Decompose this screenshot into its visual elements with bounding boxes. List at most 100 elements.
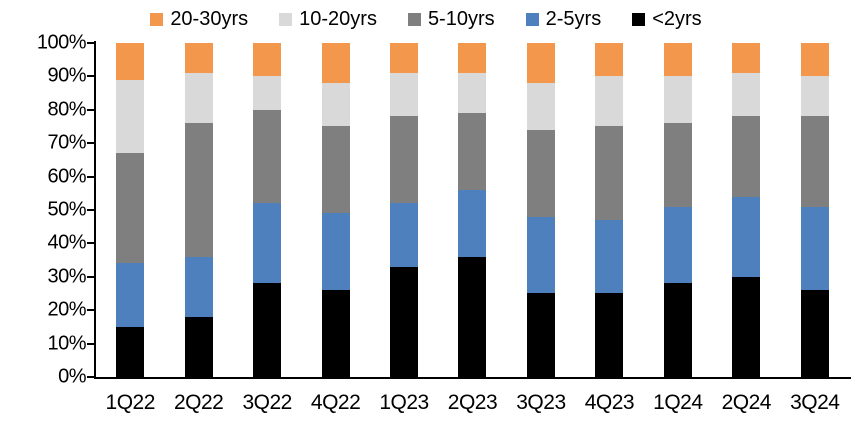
- bar-segment-5-10yrs-4Q23: [595, 126, 624, 220]
- y-tick-label-100%: 100%: [36, 31, 87, 54]
- bar-segment-5-10yrs-2Q22: [184, 123, 213, 257]
- bar-segment-5-10yrs-1Q22: [116, 153, 145, 264]
- stacked-bar-2Q23: [458, 43, 487, 377]
- bar-slot-3Q24: [781, 43, 849, 377]
- stacked-bar-3Q23: [526, 43, 555, 377]
- bar-segment-2-5yrs-2Q23: [458, 189, 487, 257]
- plot-area: [96, 43, 849, 377]
- bar-slot-3Q22: [233, 43, 301, 377]
- bar-slot-4Q22: [301, 43, 369, 377]
- bar-segment-20-30yrs-1Q23: [390, 43, 419, 74]
- stacked-bar-2Q22: [184, 43, 213, 377]
- y-tick-label-30%: 30%: [47, 265, 86, 288]
- bar-segment-20-30yrs-4Q22: [321, 43, 350, 84]
- bar-segment-<2yrs-3Q23: [526, 293, 555, 377]
- bar-segment-2-5yrs-2Q24: [732, 196, 761, 277]
- bar-segment-10-20yrs-2Q22: [184, 73, 213, 124]
- x-axis-line: [94, 377, 851, 379]
- legend-swatch-20-30yrs-icon: [150, 12, 164, 26]
- bar-segment-<2yrs-3Q22: [253, 283, 282, 377]
- y-tick-60%: [87, 175, 94, 178]
- bar-segment-20-30yrs-4Q23: [595, 43, 624, 77]
- bar-segment-5-10yrs-4Q22: [321, 126, 350, 214]
- legend-item-2-5yrs: 2-5yrs: [525, 7, 601, 31]
- bar-slot-1Q22: [96, 43, 164, 377]
- bar-segment-5-10yrs-1Q24: [663, 123, 692, 207]
- legend-label-20-30yrs: 20-30yrs: [170, 8, 249, 30]
- bar-segment-10-20yrs-2Q24: [732, 73, 761, 117]
- x-tick-label-3Q23: 3Q23: [516, 391, 566, 414]
- bar-slot-2Q23: [438, 43, 506, 377]
- stacked-bar-4Q23: [595, 43, 624, 377]
- bar-slot-1Q24: [644, 43, 712, 377]
- x-tick-label-2Q23: 2Q23: [447, 391, 498, 414]
- bar-segment-10-20yrs-1Q23: [390, 73, 419, 117]
- bar-slot-3Q23: [507, 43, 575, 377]
- x-axis-labels: 1Q22 2Q22 3Q22 4Q22 1Q23 2Q23 3Q23 4Q23 1Q24 2Q24…: [96, 391, 849, 415]
- bar-segment-10-20yrs-3Q22: [253, 76, 282, 110]
- y-tick-label-70%: 70%: [47, 131, 86, 154]
- x-tick-label-2Q24: 2Q24: [721, 391, 772, 414]
- bar-segment-5-10yrs-3Q22: [253, 109, 282, 204]
- y-tick-90%: [87, 75, 94, 78]
- y-tick-40%: [87, 242, 94, 245]
- chart-legend: 20-30yrs 10-20yrs 5-10yrs 2-5yrs <2yrs: [0, 7, 852, 31]
- legend-swatch-2-5yrs-icon: [525, 12, 539, 26]
- bar-segment-2-5yrs-3Q23: [526, 216, 555, 294]
- y-tick-label-40%: 40%: [47, 231, 86, 254]
- x-tick-label-1Q23: 1Q23: [379, 391, 429, 414]
- bar-segment-10-20yrs-1Q22: [116, 79, 145, 154]
- bar-segment-10-20yrs-2Q23: [458, 73, 487, 114]
- bar-segment-<2yrs-1Q23: [390, 266, 419, 377]
- y-tick-50%: [87, 209, 94, 211]
- bar-segment-2-5yrs-3Q22: [253, 203, 282, 284]
- bar-segment-20-30yrs-3Q24: [800, 43, 829, 77]
- x-tick-label-4Q23: 4Q23: [584, 391, 635, 414]
- y-tick-100%: [87, 42, 94, 44]
- bar-segment-5-10yrs-1Q23: [390, 116, 419, 204]
- bar-segment-10-20yrs-1Q24: [663, 76, 692, 124]
- x-tick-label-2Q22: 2Q22: [173, 391, 224, 414]
- y-tick-label-90%: 90%: [47, 64, 86, 87]
- bar-segment-2-5yrs-1Q22: [116, 263, 145, 327]
- stacked-bar-1Q24: [663, 43, 692, 377]
- y-tick-label-50%: 50%: [47, 198, 86, 221]
- bar-segment-2-5yrs-2Q22: [184, 256, 213, 317]
- y-tick-0%: [87, 376, 94, 378]
- y-tick-20%: [87, 309, 94, 312]
- x-tick-label-1Q22: 1Q22: [105, 391, 156, 414]
- y-tick-label-0%: 0%: [58, 365, 86, 388]
- legend-item-20-30yrs: 20-30yrs: [150, 7, 248, 31]
- legend-label-under2yrs: <2yrs: [652, 8, 702, 30]
- bar-slot-1Q23: [370, 43, 438, 377]
- x-tick-label-4Q22: 4Q22: [310, 391, 361, 414]
- bar-slot-2Q24: [712, 43, 780, 377]
- y-tick-30%: [87, 275, 94, 278]
- bar-segment-<2yrs-2Q24: [732, 276, 761, 377]
- legend-swatch-10-20yrs-icon: [279, 12, 293, 26]
- bar-segment-<2yrs-2Q22: [184, 316, 213, 377]
- x-tick-label-1Q24: 1Q24: [653, 391, 703, 414]
- bar-segment-2-5yrs-4Q23: [595, 220, 624, 294]
- legend-label-5-10yrs: 5-10yrs: [427, 8, 495, 30]
- bar-slot-4Q23: [575, 43, 643, 377]
- stacked-bar-1Q22: [116, 43, 145, 377]
- bar-segment-2-5yrs-3Q24: [800, 206, 829, 291]
- y-tick-80%: [87, 108, 94, 111]
- bar-slot-2Q22: [164, 43, 232, 377]
- bar-segment-20-30yrs-3Q22: [253, 43, 282, 77]
- bar-segment-<2yrs-2Q23: [458, 256, 487, 377]
- x-tick-label-3Q24: 3Q24: [790, 391, 840, 414]
- bar-segment-10-20yrs-4Q23: [595, 76, 624, 127]
- bar-segment-20-30yrs-2Q24: [732, 43, 761, 74]
- bar-segment-<2yrs-4Q22: [321, 290, 350, 377]
- bar-segment-5-10yrs-2Q24: [732, 116, 761, 197]
- stacked-bar-1Q23: [390, 43, 419, 377]
- y-tick-label-20%: 20%: [47, 298, 86, 321]
- bar-segment-20-30yrs-3Q23: [526, 43, 555, 84]
- y-tick-label-10%: 10%: [47, 332, 86, 355]
- bar-segment-10-20yrs-4Q22: [321, 83, 350, 127]
- bar-segment-5-10yrs-3Q23: [526, 129, 555, 217]
- bar-segment-20-30yrs-1Q22: [116, 43, 145, 80]
